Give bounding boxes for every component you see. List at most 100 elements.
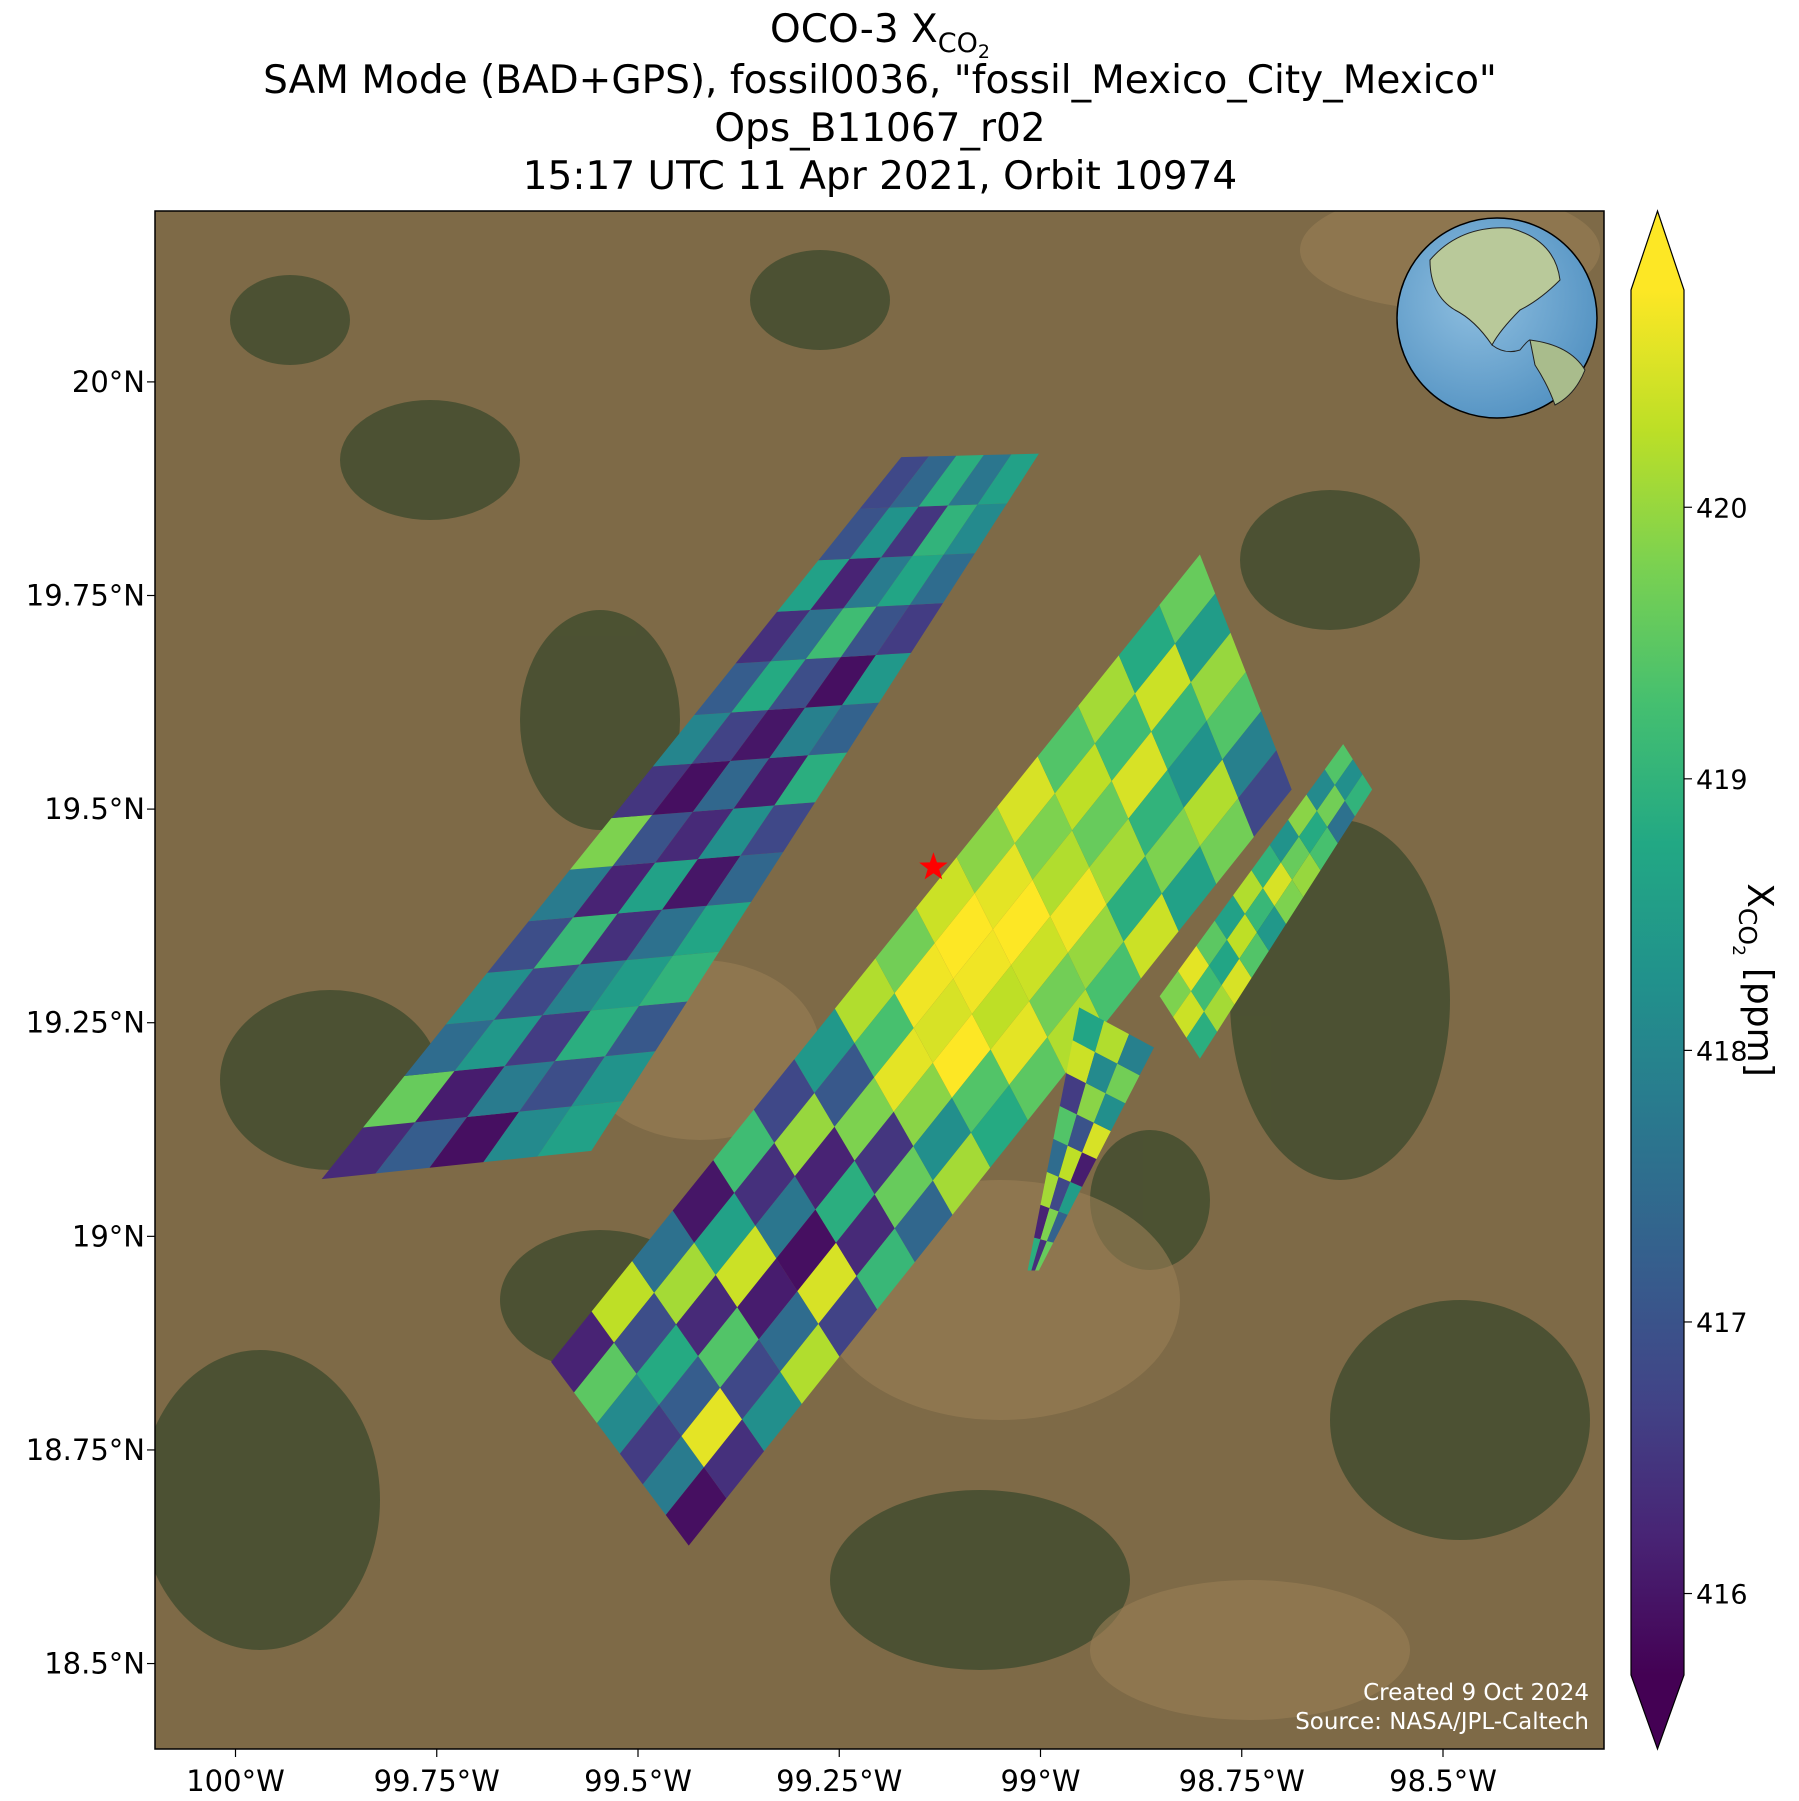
sounding [731, 659, 806, 713]
sounding [1011, 916, 1068, 1002]
sounding [655, 808, 734, 863]
sounding [805, 606, 877, 660]
subtitles: SAM Mode (BAD+GPS), fossil0036, "fossil_… [263, 58, 1497, 199]
sounding [1049, 1176, 1071, 1212]
colorbar-label: XCO2 [ppm] [1728, 883, 1780, 1077]
sounding [894, 943, 954, 1028]
sounding [971, 1084, 1028, 1168]
sounding [742, 1371, 802, 1452]
sounding [713, 1109, 775, 1193]
sounding [1251, 844, 1281, 889]
sounding [916, 857, 975, 944]
sounding [1327, 800, 1355, 844]
colorbar-extend-top [1631, 211, 1684, 290]
sounding [1221, 958, 1252, 1005]
x-tick-label: 100°W [186, 1764, 285, 1798]
sounding [818, 1276, 878, 1357]
sounding [632, 1210, 695, 1293]
sounding [1085, 1051, 1118, 1094]
sounding [974, 843, 1033, 930]
sounding [815, 1160, 875, 1243]
sounding [652, 712, 732, 767]
sounding [487, 917, 574, 973]
sounding [554, 1006, 639, 1062]
sounding [1067, 904, 1124, 990]
sounding [1324, 744, 1353, 786]
sounding [1244, 888, 1275, 933]
sounding [533, 913, 618, 969]
sounding [1288, 794, 1317, 837]
sounding [776, 1209, 837, 1292]
colorbar-tick-label: 420 [1696, 493, 1748, 524]
sounding [1095, 1020, 1130, 1064]
sounding [619, 1404, 682, 1485]
sounding [774, 1092, 835, 1177]
title-sub: CO [938, 28, 978, 59]
sounding [1093, 1093, 1126, 1132]
sounding [881, 505, 949, 558]
sounding [777, 558, 850, 612]
sounding [1072, 1007, 1105, 1052]
sounding [735, 610, 811, 664]
sounding [1334, 759, 1363, 801]
sounding [429, 1111, 520, 1168]
colorbar-label-subsub: 2 [1728, 945, 1748, 956]
sounding [1046, 1211, 1068, 1243]
sounding [573, 862, 656, 918]
colorbar-tick-label: 416 [1696, 1580, 1748, 1611]
sounding [737, 1258, 798, 1340]
sounding [953, 929, 1012, 1015]
sounding [814, 1043, 875, 1127]
sounding [934, 893, 993, 979]
sounding [932, 1014, 991, 1098]
sounding [769, 705, 843, 759]
sounding [551, 1311, 615, 1393]
sounding [454, 1015, 543, 1072]
sounding [758, 1291, 819, 1372]
sounding [321, 1122, 416, 1180]
sounding [854, 1111, 914, 1195]
sounding [774, 752, 848, 806]
sounding [375, 1116, 468, 1174]
sounding [467, 1061, 555, 1117]
x-tick-label: 99°W [1000, 1764, 1080, 1798]
sounding [794, 1126, 855, 1210]
sounding [1161, 845, 1217, 932]
sounding [834, 1077, 894, 1161]
sounding [542, 960, 627, 1016]
sounding [612, 811, 693, 867]
sounding [805, 654, 876, 708]
y-tick-label: 19.25°N [26, 1006, 145, 1040]
sounding [681, 1387, 743, 1468]
sounding [1298, 810, 1328, 854]
sounding [794, 1008, 855, 1093]
sounding [1054, 743, 1112, 831]
sounding [638, 951, 720, 1007]
sounding [1053, 1106, 1077, 1146]
sounding [977, 453, 1039, 505]
sounding [1159, 554, 1216, 644]
sounding [614, 1292, 677, 1374]
sounding [1076, 1083, 1106, 1123]
sounding [1040, 1171, 1059, 1209]
sounding [768, 657, 841, 711]
sounding [1082, 1122, 1111, 1160]
sounding [676, 1274, 738, 1357]
sounding [992, 879, 1051, 966]
colorbar-label-sub: CO [1733, 908, 1762, 945]
sounding [504, 1010, 591, 1067]
sounding [1186, 1011, 1218, 1059]
sounding [797, 1242, 857, 1324]
sounding [874, 1027, 933, 1112]
sounding [770, 608, 844, 662]
sounding [1167, 720, 1223, 808]
sounding [1105, 1063, 1140, 1104]
sounding [1309, 827, 1338, 871]
sounding [1058, 1145, 1083, 1182]
colorbar-tick-label: 418 [1696, 1036, 1748, 1067]
sounding [445, 968, 534, 1025]
sounding [836, 1194, 895, 1277]
sounding [1123, 893, 1179, 979]
sounding [842, 652, 912, 706]
